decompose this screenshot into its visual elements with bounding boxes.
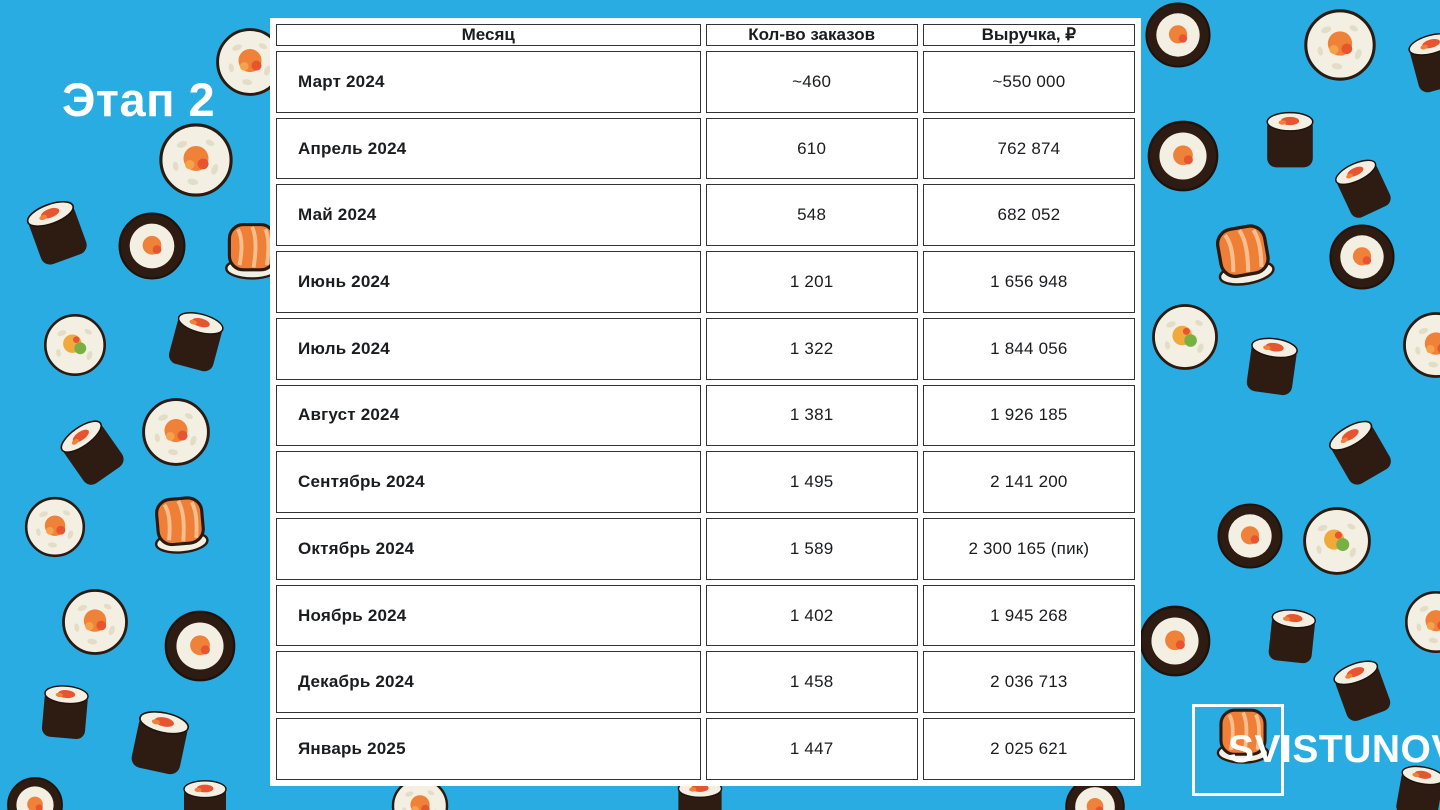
orders-cell: 1 381 — [705, 384, 918, 447]
salmon-maki-roll-icon — [1302, 7, 1378, 83]
table-row: Декабрь 2024 1 458 2 036 713 — [276, 651, 1135, 714]
orders-cell: 610 — [705, 117, 918, 180]
orders-cell: 1 589 — [705, 518, 918, 580]
dark-maki-roll-icon — [1327, 222, 1397, 292]
logo-frame-icon — [1192, 704, 1284, 796]
table-row: Март 2024 ~460 ~550 000 — [276, 51, 1135, 113]
nori-roll-icon — [149, 294, 242, 387]
table-row: Август 2024 1 381 1 926 185 — [276, 384, 1135, 447]
month-cell: Март 2024 — [276, 51, 701, 113]
avocado-maki-roll-icon — [42, 312, 108, 378]
nori-roll-icon — [1252, 102, 1328, 178]
revenue-cell: 1 945 268 — [922, 584, 1135, 647]
orders-cell: 1 495 — [705, 451, 918, 514]
orders-cell: 1 402 — [705, 584, 918, 647]
orders-cell: 548 — [705, 184, 918, 247]
revenue-cell: 2 300 165 (пик) — [922, 518, 1135, 580]
revenue-cell: 2 141 200 — [922, 451, 1135, 514]
salmon-roll-icon — [138, 480, 223, 565]
nori-roll-icon — [170, 771, 240, 810]
month-cell: Май 2024 — [276, 184, 701, 247]
revenue-cell: 1 926 185 — [922, 384, 1135, 447]
avocado-maki-roll-icon — [1301, 505, 1373, 577]
table-header-row: Месяц Кол-во заказов Выручка, ₽ — [276, 24, 1135, 46]
orders-cell: 1 447 — [705, 718, 918, 780]
dark-maki-roll-icon — [116, 210, 188, 282]
nori-roll-icon — [26, 673, 104, 751]
dark-maki-roll-icon — [5, 775, 65, 810]
table-row: Май 2024 548 682 052 — [276, 184, 1135, 247]
salmon-maki-roll-icon — [1401, 310, 1440, 380]
dark-maki-roll-icon — [1215, 501, 1285, 571]
brand-logo: SVISTUNOV — [1190, 702, 1440, 810]
slide-title: Этап 2 — [62, 73, 216, 126]
salmon-maki-roll-icon — [157, 121, 235, 199]
table-header: Месяц Кол-во заказов Выручка, ₽ — [276, 24, 1135, 46]
month-cell: Апрель 2024 — [276, 117, 701, 180]
monthly-stats-table: Месяц Кол-во заказов Выручка, ₽ Март 2024 ~… — [271, 19, 1140, 785]
revenue-cell: 2 036 713 — [922, 651, 1135, 714]
month-cell: Июнь 2024 — [276, 251, 701, 313]
nori-roll-icon — [1307, 399, 1414, 506]
revenue-cell: ~550 000 — [922, 51, 1135, 113]
month-cell: Август 2024 — [276, 384, 701, 447]
table-row: Июль 2024 1 322 1 844 056 — [276, 317, 1135, 380]
salmon-maki-roll-icon — [60, 587, 130, 657]
table-row: Январь 2025 1 447 2 025 621 — [276, 718, 1135, 780]
dark-maki-roll-icon — [1143, 0, 1213, 70]
month-cell: Октябрь 2024 — [276, 518, 701, 580]
avocado-maki-roll-icon — [1150, 302, 1220, 372]
table-row: Апрель 2024 610 762 874 — [276, 117, 1135, 180]
month-cell: Сентябрь 2024 — [276, 451, 701, 514]
orders-cell: 1 322 — [705, 317, 918, 380]
revenue-cell: 1 656 948 — [922, 251, 1135, 313]
revenue-cell: 2 025 621 — [922, 718, 1135, 780]
table-body: Март 2024 ~460 ~550 000 Апрель 2024 610 762 8… — [276, 51, 1135, 780]
nori-roll-icon — [1229, 323, 1315, 409]
nori-roll-icon — [38, 398, 147, 507]
table-header-cell: Месяц — [276, 24, 701, 46]
table-row: Сентябрь 2024 1 495 2 141 200 — [276, 451, 1135, 514]
orders-cell: 1 458 — [705, 651, 918, 714]
table-header-cell: Выручка, ₽ — [922, 24, 1135, 46]
nori-roll-icon — [6, 181, 109, 284]
month-cell: Январь 2025 — [276, 718, 701, 780]
table-row: Октябрь 2024 1 589 2 300 165 (пик) — [276, 518, 1135, 580]
month-cell: Ноябрь 2024 — [276, 584, 701, 647]
revenue-cell: 762 874 — [922, 117, 1135, 180]
data-table: Месяц Кол-во заказов Выручка, ₽ Март 2024 ~… — [270, 18, 1141, 786]
orders-cell: ~460 — [705, 51, 918, 113]
month-cell: Июль 2024 — [276, 317, 701, 380]
dark-maki-roll-icon — [1137, 603, 1213, 679]
revenue-cell: 682 052 — [922, 184, 1135, 247]
orders-cell: 1 201 — [705, 251, 918, 313]
brand-name: SVISTUNOV — [1228, 728, 1440, 771]
dark-maki-roll-icon — [1145, 118, 1221, 194]
table-row: Июнь 2024 1 201 1 656 948 — [276, 251, 1135, 313]
table-row: Ноябрь 2024 1 402 1 945 268 — [276, 584, 1135, 647]
salmon-maki-roll-icon — [140, 396, 212, 468]
salmon-maki-roll-icon — [23, 495, 87, 559]
month-cell: Декабрь 2024 — [276, 651, 701, 714]
dark-maki-roll-icon — [162, 608, 238, 684]
revenue-cell: 1 844 056 — [922, 317, 1135, 380]
salmon-roll-icon — [1196, 205, 1291, 300]
salmon-maki-roll-icon — [1403, 589, 1440, 655]
table-header-cell: Кол-во заказов — [705, 24, 918, 46]
nori-roll-icon — [1389, 15, 1440, 108]
